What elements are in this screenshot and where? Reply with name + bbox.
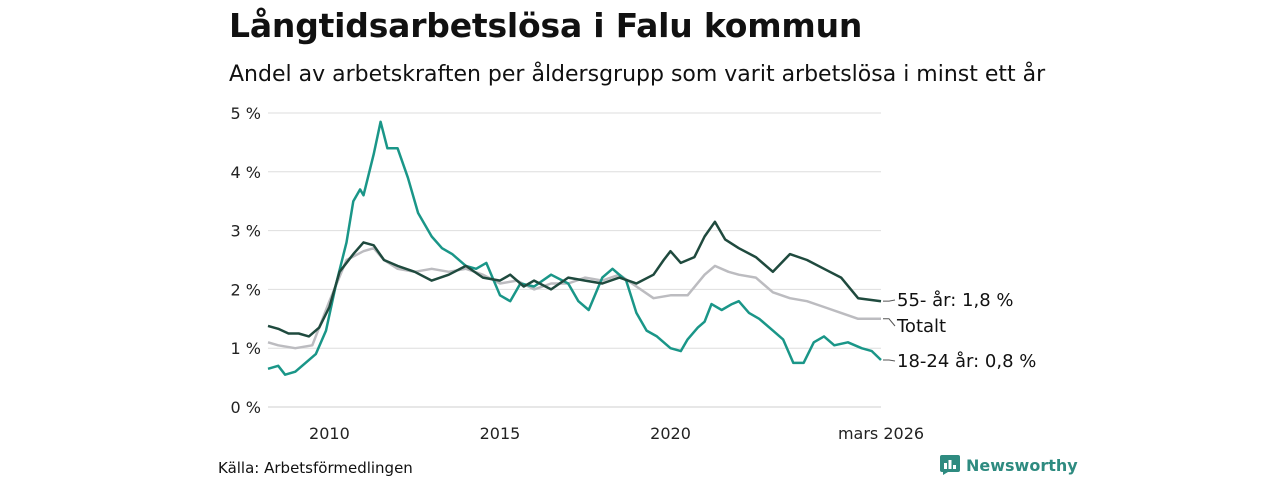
series-line-totalt (267, 246, 881, 350)
x-tick-label: 2010 (309, 424, 350, 443)
series-end-label: 55- år: 1,8 % (897, 290, 1013, 311)
source-note: Källa: Arbetsförmedlingen (218, 459, 413, 477)
y-tick-label: 3 % (231, 222, 261, 241)
series-lines (267, 120, 882, 376)
newsworthy-logo: Newsworthy (940, 455, 1078, 475)
series-line-55-r (267, 220, 882, 338)
y-tick-label: 2 % (231, 280, 261, 299)
series-end-labels: 55- år: 1,8 % Totalt 18-24 år: 0,8 % (883, 290, 1036, 372)
x-tick-label: 2015 (480, 424, 521, 443)
y-tick-label: 1 % (231, 339, 261, 358)
y-axis: 0 % 1 % 2 % 3 % 4 % 5 % (231, 104, 261, 417)
end-label-connector (883, 299, 896, 302)
brand-name: Newsworthy (966, 455, 1078, 475)
end-label-connector (883, 359, 896, 362)
gridlines (268, 112, 881, 408)
series-end-label: Totalt (896, 316, 946, 337)
end-label-connector (883, 318, 896, 327)
x-tick-label: mars 2026 (838, 424, 924, 443)
chart-title: Långtidsarbetslösa i Falu kommun (229, 6, 863, 45)
y-tick-label: 4 % (231, 163, 261, 182)
series-line-18-24-r (267, 120, 882, 376)
chart-subtitle: Andel av arbetskraften per åldersgrupp s… (229, 62, 1046, 87)
y-tick-label: 5 % (231, 104, 261, 123)
newsworthy-logo-icon (940, 455, 960, 475)
series-end-label: 18-24 år: 0,8 % (897, 351, 1036, 372)
x-tick-label: 2020 (650, 424, 691, 443)
y-tick-label: 0 % (231, 398, 261, 417)
x-axis: 2010 2015 2020 mars 2026 (309, 424, 924, 443)
